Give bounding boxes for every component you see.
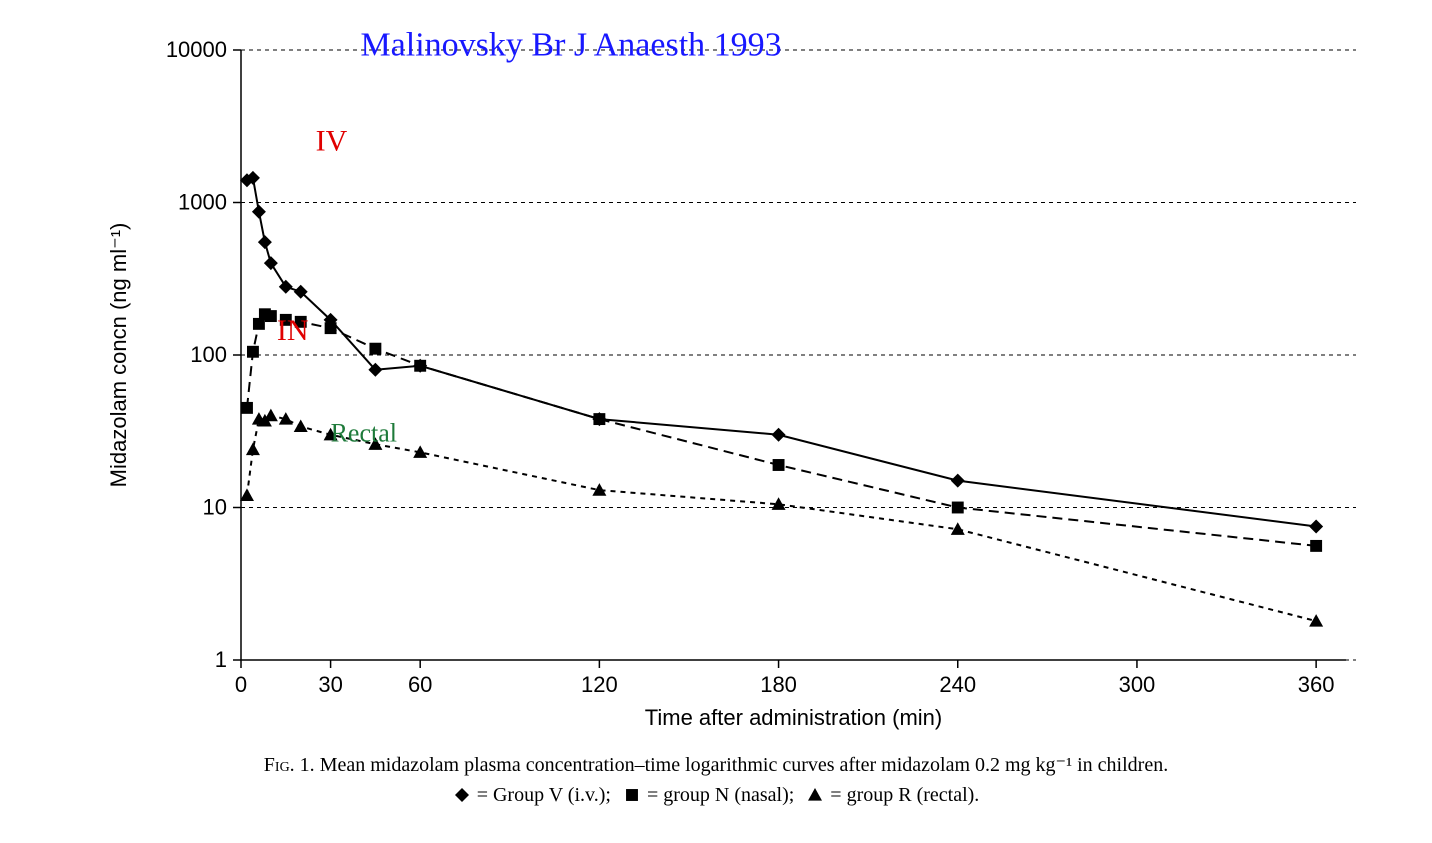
- figure-caption: Fig. 1. Mean midazolam plasma concentrat…: [66, 750, 1366, 813]
- svg-text:30: 30: [318, 672, 342, 697]
- legend-text: = group N (nasal);: [647, 780, 794, 810]
- triangle-icon: [806, 786, 824, 804]
- svg-text:60: 60: [408, 672, 432, 697]
- svg-text:Rectal: Rectal: [331, 419, 397, 448]
- svg-text:1000: 1000: [178, 190, 227, 215]
- legend-item: = group R (rectal).: [806, 780, 979, 810]
- svg-text:10000: 10000: [166, 37, 227, 62]
- caption-prefix: Fig. 1.: [264, 754, 315, 776]
- svg-text:360: 360: [1298, 672, 1335, 697]
- svg-text:Midazolam concn (ng ml⁻¹): Midazolam concn (ng ml⁻¹): [106, 223, 131, 488]
- svg-text:Time after administration (min: Time after administration (min): [645, 705, 942, 730]
- svg-text:IV: IV: [316, 124, 348, 157]
- midazolam-pk-chart: 1 10 100 1000 10000 0 30 60 120 180 240 300 360 Midaz…: [66, 20, 1366, 740]
- legend-item: = group N (nasal);: [623, 780, 794, 810]
- legend-text: = group R (rectal).: [830, 780, 979, 810]
- svg-text:120: 120: [581, 672, 618, 697]
- svg-text:1: 1: [215, 647, 227, 672]
- svg-text:0: 0: [235, 672, 247, 697]
- chart-container: 1 10 100 1000 10000 0 30 60 120 180 240 300 360 Midaz…: [66, 20, 1366, 813]
- legend-text: = Group V (i.v.);: [477, 780, 611, 810]
- svg-text:240: 240: [939, 672, 976, 697]
- legend-item: = Group V (i.v.);: [453, 780, 611, 810]
- square-icon: [623, 786, 641, 804]
- svg-text:300: 300: [1119, 672, 1156, 697]
- caption-legend: = Group V (i.v.); = group N (nasal); = g…: [447, 787, 986, 809]
- svg-text:180: 180: [760, 672, 797, 697]
- svg-text:10: 10: [203, 495, 227, 520]
- svg-text:100: 100: [190, 342, 227, 367]
- svg-text:IN: IN: [277, 314, 309, 347]
- caption-body: Mean midazolam plasma concentration–time…: [320, 754, 1169, 776]
- diamond-icon: [453, 786, 471, 804]
- svg-text:Malinovsky Br J Anaesth 1993: Malinovsky Br J Anaesth 1993: [360, 27, 781, 64]
